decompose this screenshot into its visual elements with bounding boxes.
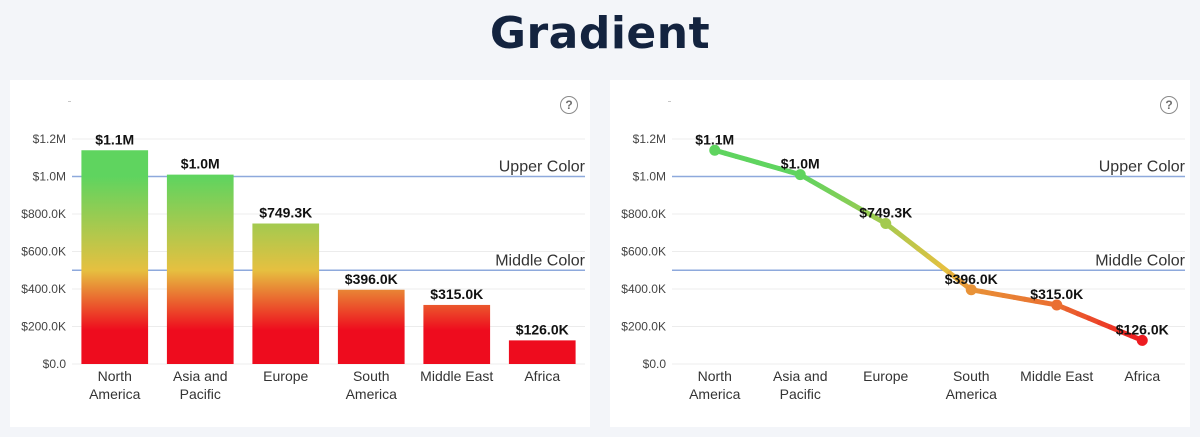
line-chart: $0.0 $200.0K $400.0K $600.0K $800.0K $1.0M $1.…: [621, 131, 1186, 402]
data-label: $1.0M: [781, 156, 820, 172]
reference-line-label: Upper Color: [499, 159, 586, 176]
data-point: [880, 218, 892, 230]
y-tick-label: $800.0K: [621, 207, 666, 221]
data-label: $396.0K: [945, 271, 998, 287]
line-chart-panel: $0.0 $200.0K $400.0K $600.0K $800.0K $1.0M $1.…: [610, 80, 1190, 427]
x-tick-label: Middle East: [1020, 368, 1093, 384]
bar: [423, 304, 491, 364]
data-label: $126.0K: [1116, 321, 1169, 337]
data-label: $1.1M: [695, 131, 734, 147]
bar: [166, 174, 234, 364]
x-tick-label: North America: [89, 368, 141, 402]
axis-top-tick: [68, 101, 71, 102]
data-label: $749.3K: [859, 205, 912, 221]
y-tick-label: $1.2M: [633, 132, 666, 146]
y-tick-label: $1.0M: [633, 170, 666, 184]
help-icon[interactable]: [1160, 96, 1178, 114]
data-label: $126.0K: [516, 321, 569, 337]
data-label: $749.3K: [259, 205, 312, 221]
reference-line-label: Upper Color: [1099, 159, 1186, 176]
y-tick-label: $1.2M: [33, 132, 66, 146]
data-label: $396.0K: [345, 271, 398, 287]
bar: [508, 340, 576, 364]
data-point: [1051, 299, 1063, 311]
y-tick-label: $400.0K: [621, 282, 666, 296]
x-tick-label: Europe: [863, 368, 908, 384]
reference-line-label: Middle Color: [495, 252, 585, 269]
y-tick-label: $0.0: [643, 357, 667, 371]
x-tick-label: South America: [946, 368, 998, 402]
page-title: Gradient: [489, 8, 711, 59]
bar-chart-panel: $0.0 $200.0K $400.0K $600.0K $800.0K $1.0M $1.…: [10, 80, 590, 427]
data-label: $315.0K: [1030, 286, 1083, 302]
data-point: [709, 144, 721, 156]
bar-chart: $0.0 $200.0K $400.0K $600.0K $800.0K $1.0M $1.…: [21, 131, 586, 402]
y-tick-label: $1.0M: [33, 170, 66, 184]
x-tick-label: Africa: [1124, 368, 1160, 384]
data-label: $315.0K: [430, 286, 483, 302]
data-label: $1.1M: [95, 131, 134, 147]
y-tick-label: $600.0K: [21, 245, 66, 259]
bar: [81, 150, 149, 364]
axis-top-tick: [668, 101, 671, 102]
y-tick-label: $600.0K: [621, 245, 666, 259]
x-tick-label: Asia and Pacific: [773, 368, 827, 402]
x-tick-label: Europe: [263, 368, 308, 384]
x-tick-label: South America: [346, 368, 398, 402]
y-tick-label: $200.0K: [21, 320, 66, 334]
bar: [337, 289, 405, 364]
y-tick-label: $800.0K: [21, 207, 66, 221]
data-label: $1.0M: [181, 156, 220, 172]
bar: [252, 223, 320, 364]
help-icon[interactable]: [560, 96, 578, 114]
y-tick-label: $0.0: [43, 357, 67, 371]
y-tick-label: $400.0K: [21, 282, 66, 296]
x-tick-label: North America: [689, 368, 741, 402]
data-point: [1136, 334, 1148, 346]
data-point: [965, 284, 977, 296]
x-tick-label: Africa: [524, 368, 560, 384]
reference-line-label: Middle Color: [1095, 252, 1185, 269]
x-tick-label: Asia and Pacific: [173, 368, 227, 402]
x-tick-label: Middle East: [420, 368, 493, 384]
data-point: [794, 169, 806, 181]
y-tick-label: $200.0K: [621, 320, 666, 334]
